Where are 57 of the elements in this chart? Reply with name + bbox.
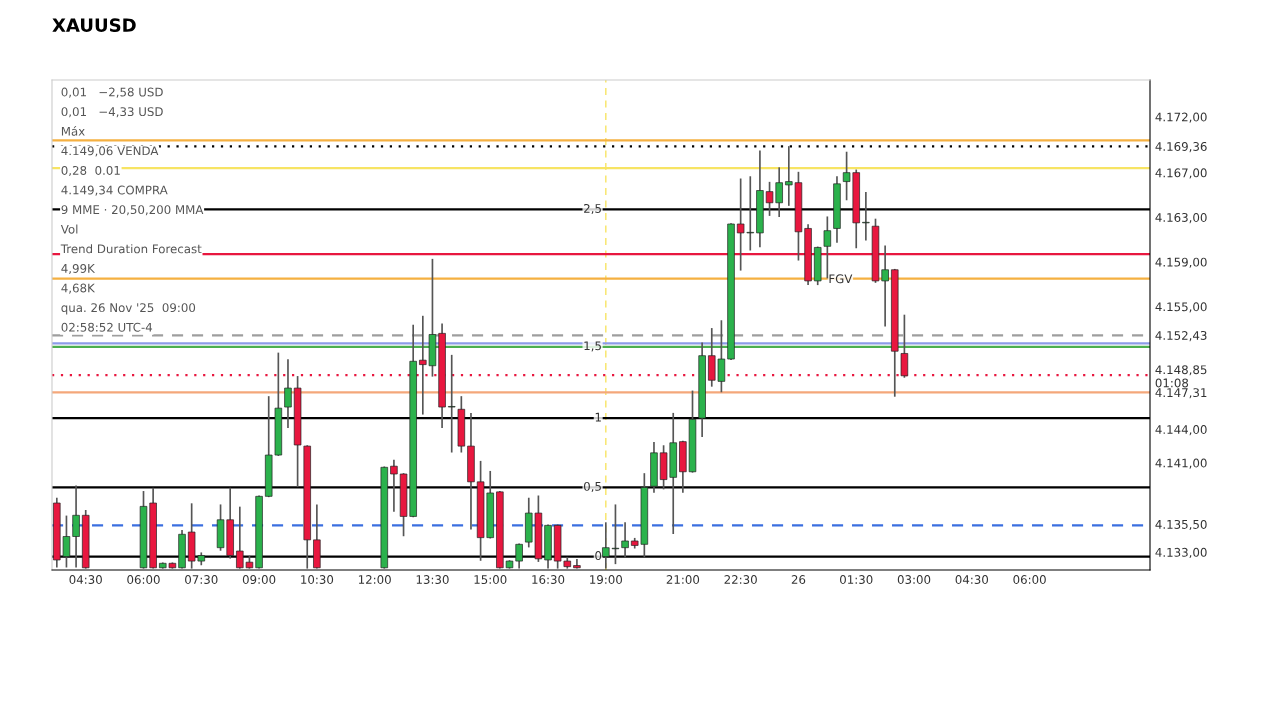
x-tick-label: 06:00: [1013, 575, 1046, 584]
annotation: 4,99K: [61, 263, 96, 275]
annotation: 0,01 −4,33 USD: [61, 107, 163, 118]
x-tick-label: 13:30: [416, 575, 449, 584]
annotation: qua. 26 Nov '25 09:00: [61, 303, 196, 315]
x-tick-label: 04:30: [955, 575, 989, 584]
annotation: 4,68K: [61, 283, 96, 294]
x-tick-label: 19:00: [590, 575, 623, 584]
annotation: Máx: [61, 126, 85, 136]
annotation: 0,01 −2,58 USD: [61, 87, 163, 98]
x-tick-label: 21:00: [666, 575, 700, 584]
y-tick-label: 4.172,00: [1155, 112, 1207, 123]
x-tick-label: 07:30: [185, 575, 218, 584]
candlestick: [284, 359, 292, 428]
x-tick-label: 26: [791, 575, 806, 584]
candlestick: [390, 459, 398, 512]
y-tick-label: 4.133,00: [1155, 547, 1207, 558]
annotation: 1,5: [584, 341, 601, 352]
y-tick-label: 4.147,31: [1155, 388, 1207, 399]
candlestick: [621, 522, 629, 558]
x-tick-label: 22:30: [724, 575, 757, 584]
y-tick-label: 4.141,00: [1155, 458, 1207, 469]
y-tick-label: 4.169,36: [1155, 142, 1207, 153]
x-tick-label: 01:30: [840, 575, 873, 584]
x-tick-label: 12:00: [358, 575, 391, 584]
x-tick-label: 04:30: [69, 575, 102, 584]
y-tick-label: 4.144,00: [1155, 425, 1207, 436]
annotation: Vol: [60, 224, 78, 234]
annotation: Trend Duration Forecast: [60, 244, 202, 254]
annotation: 0,28 0.01: [61, 165, 120, 177]
candlestick: [447, 354, 456, 453]
annotation: 4.149,06 VENDA: [61, 146, 159, 157]
annotation: 0: [595, 551, 602, 561]
annotation: 1: [595, 412, 601, 422]
candlestick: [573, 559, 581, 569]
x-tick-label: 06:00: [127, 575, 160, 584]
x-tick-label: 16:30: [532, 575, 565, 584]
annotation: 02:58:52 UTC-4: [61, 322, 153, 332]
annotation: 4.149,34 COMPRA: [61, 185, 168, 196]
annotation: FGV: [829, 274, 853, 284]
y-tick-label: 4.135,50: [1155, 519, 1207, 531]
y-tick-label: 4.159,00: [1155, 257, 1207, 268]
y-tick-label: 4.148,85 01:08: [1155, 365, 1207, 388]
annotation: 2,5: [584, 203, 601, 215]
candlestick: [72, 485, 80, 568]
y-tick-label: 4.152,43: [1155, 330, 1207, 342]
y-tick-label: 4.155,00: [1155, 302, 1207, 313]
y-tick-label: 4.167,00: [1155, 168, 1207, 179]
chart-title: XAUUSD: [52, 18, 136, 32]
x-tick-label: 03:00: [897, 575, 931, 584]
x-tick-label: 09:00: [242, 575, 276, 584]
annotation: 9 MME · 20,50,200 MMA: [61, 205, 204, 216]
candlestick: [862, 191, 870, 241]
x-tick-label: 15:00: [474, 575, 507, 584]
annotation: 0,5: [583, 481, 601, 493]
y-tick-label: 4.163,00: [1155, 213, 1207, 224]
x-tick-label: 10:30: [301, 575, 334, 584]
